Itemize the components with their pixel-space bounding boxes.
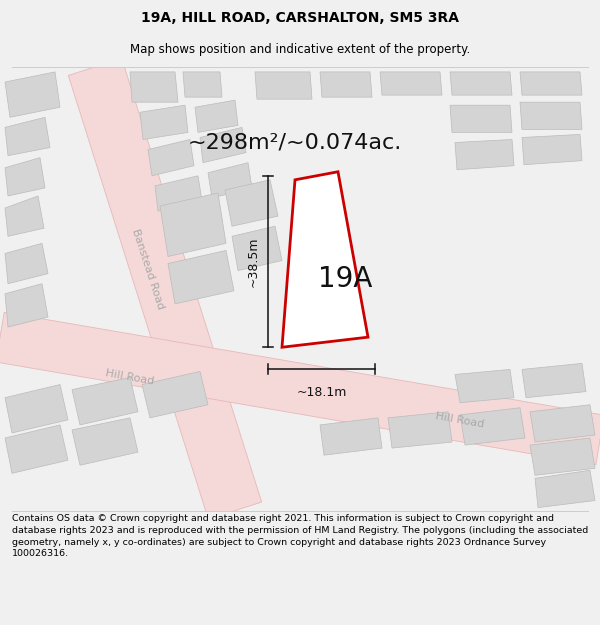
Polygon shape xyxy=(530,405,595,442)
Polygon shape xyxy=(72,418,138,465)
Polygon shape xyxy=(455,369,514,402)
Polygon shape xyxy=(5,284,48,327)
Polygon shape xyxy=(450,72,512,95)
Polygon shape xyxy=(522,134,582,165)
Text: 19A, HILL ROAD, CARSHALTON, SM5 3RA: 19A, HILL ROAD, CARSHALTON, SM5 3RA xyxy=(141,11,459,26)
Polygon shape xyxy=(200,127,246,162)
Polygon shape xyxy=(5,196,44,236)
Polygon shape xyxy=(455,139,514,170)
Polygon shape xyxy=(208,162,252,198)
Polygon shape xyxy=(148,139,194,176)
Polygon shape xyxy=(155,176,202,211)
Text: Contains OS data © Crown copyright and database right 2021. This information is : Contains OS data © Crown copyright and d… xyxy=(12,514,588,559)
Polygon shape xyxy=(320,418,382,455)
Text: Hill Road: Hill Road xyxy=(105,368,155,387)
Text: ~298m²/~0.074ac.: ~298m²/~0.074ac. xyxy=(188,132,402,152)
Polygon shape xyxy=(520,72,582,95)
Text: Map shows position and indicative extent of the property.: Map shows position and indicative extent… xyxy=(130,42,470,56)
Polygon shape xyxy=(460,408,525,445)
Polygon shape xyxy=(183,72,222,97)
Polygon shape xyxy=(68,58,262,519)
Polygon shape xyxy=(225,180,278,226)
Polygon shape xyxy=(388,412,452,448)
Polygon shape xyxy=(0,312,600,465)
Text: Hill Road: Hill Road xyxy=(435,411,485,429)
Polygon shape xyxy=(160,193,226,256)
Polygon shape xyxy=(5,384,68,433)
Polygon shape xyxy=(320,72,372,97)
Polygon shape xyxy=(142,371,208,418)
Polygon shape xyxy=(5,118,50,156)
Polygon shape xyxy=(255,72,312,99)
Polygon shape xyxy=(130,72,178,102)
Polygon shape xyxy=(5,72,60,118)
Polygon shape xyxy=(232,226,282,271)
Polygon shape xyxy=(380,72,442,95)
Text: 19A: 19A xyxy=(318,264,372,292)
Polygon shape xyxy=(195,100,238,132)
Text: ~18.1m: ~18.1m xyxy=(296,386,347,399)
Polygon shape xyxy=(5,425,68,473)
Polygon shape xyxy=(535,470,595,508)
Polygon shape xyxy=(72,378,138,425)
Text: Banstead Road: Banstead Road xyxy=(130,227,166,310)
Polygon shape xyxy=(5,243,48,284)
Polygon shape xyxy=(140,105,188,139)
Polygon shape xyxy=(5,158,45,196)
Polygon shape xyxy=(282,172,368,348)
Text: ~38.5m: ~38.5m xyxy=(247,236,260,287)
Polygon shape xyxy=(520,102,582,129)
Polygon shape xyxy=(450,105,512,132)
Polygon shape xyxy=(168,251,234,304)
Polygon shape xyxy=(530,438,595,476)
Polygon shape xyxy=(522,363,586,398)
